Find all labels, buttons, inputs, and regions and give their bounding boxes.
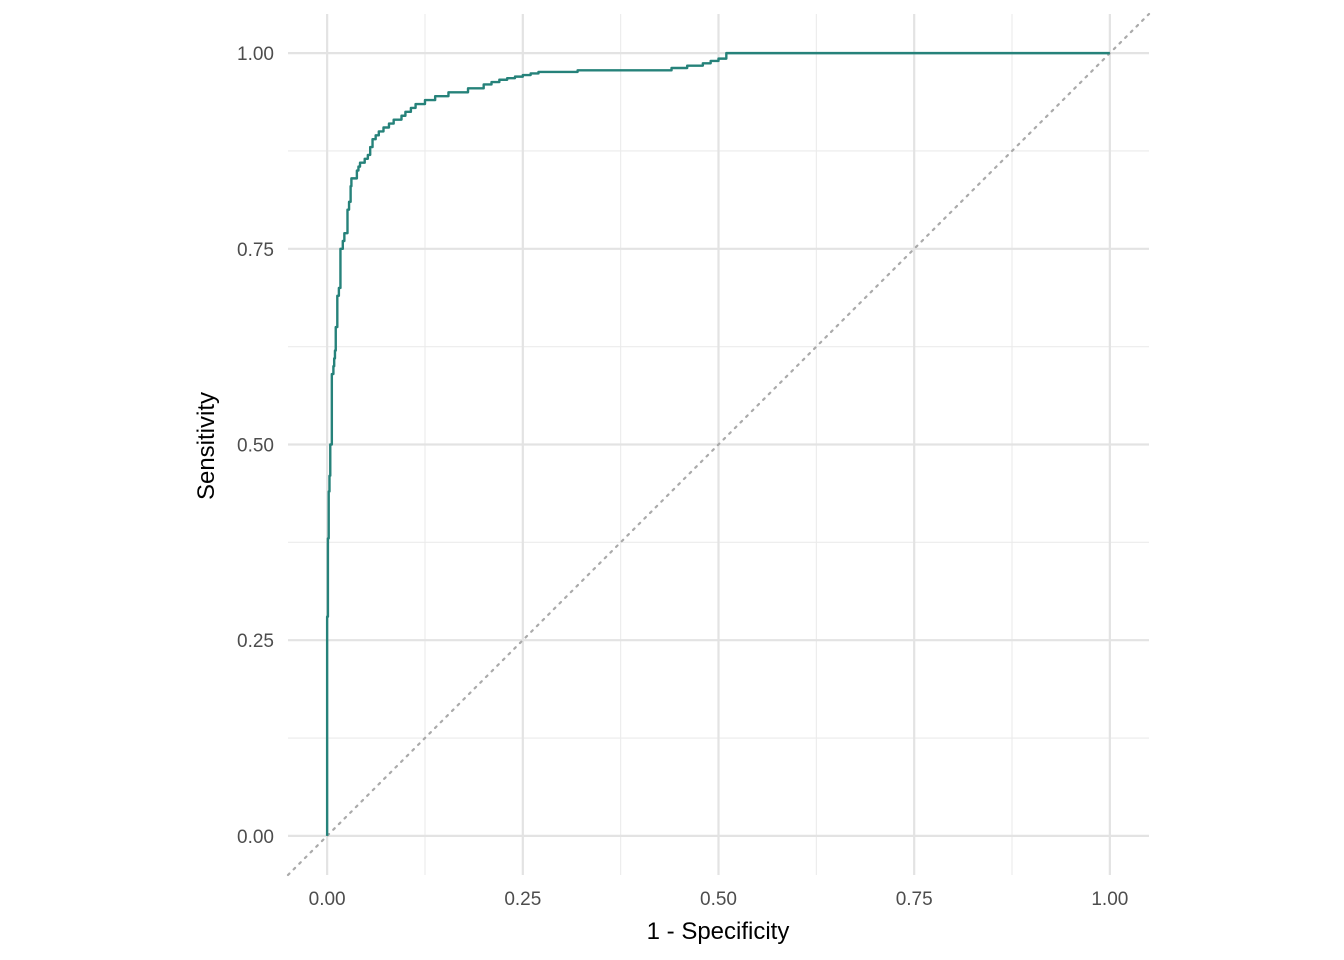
y-tick-label: 0.00 bbox=[237, 827, 274, 848]
y-tick-label: 0.75 bbox=[237, 240, 274, 261]
x-tick-label: 1.00 bbox=[1091, 889, 1128, 910]
roc-curve-series bbox=[325, 51, 1110, 836]
y-axis-title: Sensitivity bbox=[193, 392, 220, 500]
x-axis-tick-labels: 0.00 0.25 0.50 0.75 1.00 bbox=[309, 889, 1129, 910]
y-tick-label: 1.00 bbox=[237, 44, 274, 65]
x-tick-label: 0.25 bbox=[504, 889, 541, 910]
x-tick-label: 0.75 bbox=[896, 889, 933, 910]
x-axis-title: 1 - Specificity bbox=[647, 918, 790, 945]
reference-diagonal-line bbox=[286, 12, 1151, 877]
x-tick-label: 0.00 bbox=[309, 889, 346, 910]
x-tick-label: 0.50 bbox=[700, 889, 737, 910]
y-axis-tick-labels: 0.00 0.25 0.50 0.75 1.00 bbox=[237, 44, 274, 848]
y-tick-label: 0.25 bbox=[237, 631, 274, 652]
y-tick-label: 0.50 bbox=[237, 436, 274, 457]
